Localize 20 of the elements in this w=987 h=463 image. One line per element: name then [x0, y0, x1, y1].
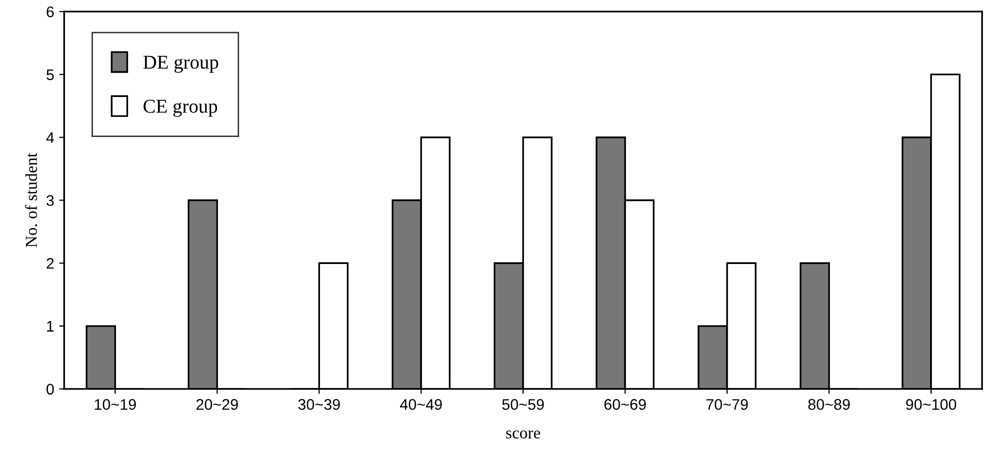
x-tick-label: 60~69: [604, 399, 646, 410]
y-tick-label: 2: [46, 258, 54, 269]
y-tick-label: 6: [46, 6, 54, 18]
x-tick-label: 50~59: [502, 399, 544, 410]
x-tick-label: 90~100: [906, 399, 956, 410]
x-tick-label: 30~39: [298, 399, 340, 410]
x-tick-label: 80~89: [808, 399, 850, 410]
x-axis-title: score: [506, 430, 540, 438]
legend-label: CE group: [144, 100, 218, 117]
x-tick-label: 70~79: [706, 399, 748, 410]
y-tick-label: 3: [46, 195, 54, 206]
y-axis-title: No. of student: [25, 152, 38, 248]
legend-label: DE group: [143, 56, 218, 73]
y-tick-label: 0: [46, 384, 54, 395]
x-tick-label: 40~49: [400, 399, 442, 410]
y-tick-label: 4: [46, 132, 54, 143]
x-tick-label: 20~29: [196, 399, 238, 410]
y-tick-label: 5: [46, 69, 54, 80]
y-tick-label: 1: [47, 321, 54, 332]
x-tick-label: 10~19: [94, 399, 136, 410]
